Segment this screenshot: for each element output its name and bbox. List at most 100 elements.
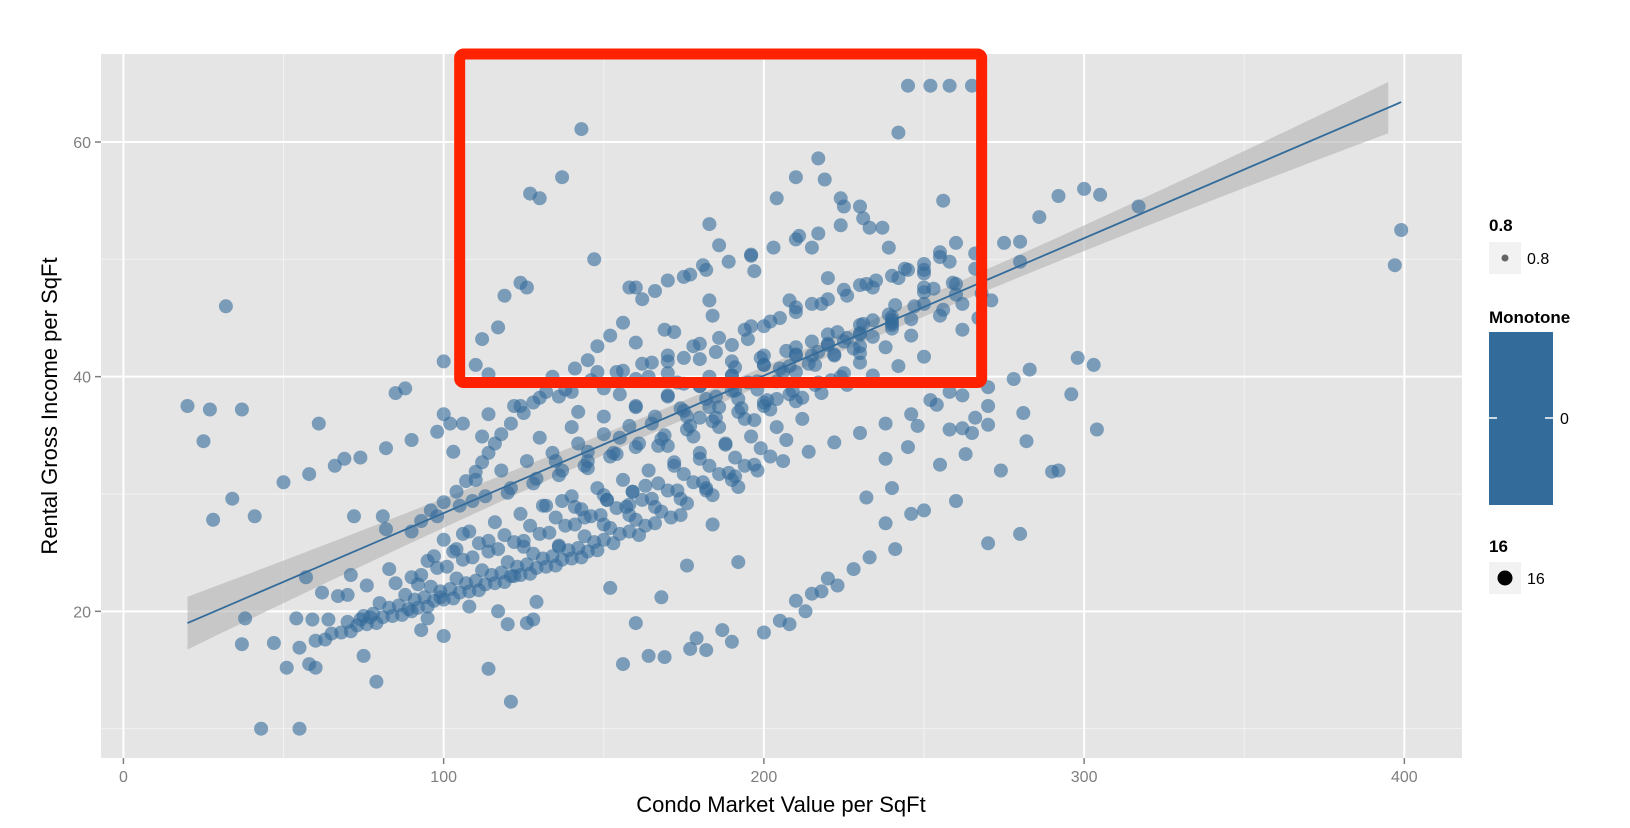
data-point bbox=[206, 512, 221, 527]
data-point bbox=[1093, 187, 1108, 202]
data-point bbox=[878, 416, 893, 431]
data-point bbox=[436, 629, 451, 643]
data-point bbox=[955, 421, 970, 436]
data-point bbox=[702, 458, 717, 473]
data-point bbox=[449, 484, 464, 499]
data-point bbox=[596, 409, 611, 424]
data-point bbox=[462, 599, 477, 614]
data-point bbox=[936, 302, 951, 317]
data-point bbox=[548, 510, 563, 525]
data-point bbox=[683, 418, 698, 433]
data-point bbox=[798, 604, 813, 619]
data-point bbox=[603, 328, 618, 343]
data-point bbox=[660, 366, 675, 381]
data-point bbox=[769, 191, 784, 206]
data-point bbox=[388, 386, 403, 401]
data-point bbox=[446, 591, 461, 606]
data-point bbox=[712, 330, 727, 345]
x-tick-label: 200 bbox=[751, 769, 778, 786]
data-point bbox=[455, 416, 470, 431]
data-point bbox=[881, 240, 896, 255]
legend-size-dot bbox=[1497, 570, 1513, 586]
data-point bbox=[622, 418, 637, 433]
data-point bbox=[853, 426, 867, 440]
data-point bbox=[318, 632, 333, 647]
data-point bbox=[574, 122, 589, 137]
data-point bbox=[862, 220, 877, 235]
data-point bbox=[1089, 422, 1104, 437]
data-point bbox=[497, 528, 512, 543]
data-point bbox=[644, 491, 659, 506]
data-point bbox=[600, 492, 614, 507]
data-point bbox=[788, 348, 803, 363]
data-point bbox=[686, 339, 701, 354]
data-point bbox=[628, 616, 643, 631]
data-point bbox=[853, 346, 867, 361]
data-point bbox=[721, 254, 736, 269]
data-point bbox=[423, 503, 438, 518]
legend-color: Monotone 0 bbox=[1489, 308, 1570, 505]
x-tick-label: 100 bbox=[430, 769, 457, 786]
data-point bbox=[763, 314, 778, 329]
data-point bbox=[949, 494, 963, 508]
data-point bbox=[571, 436, 586, 451]
data-point bbox=[590, 339, 605, 354]
data-point bbox=[616, 657, 630, 672]
data-point bbox=[875, 220, 890, 235]
data-point bbox=[820, 271, 835, 286]
data-point bbox=[878, 516, 893, 531]
data-point bbox=[705, 517, 720, 532]
data-point bbox=[648, 516, 662, 531]
data-point bbox=[379, 522, 393, 537]
data-point bbox=[795, 411, 810, 426]
data-point bbox=[801, 444, 816, 459]
data-point bbox=[814, 584, 829, 599]
data-point bbox=[641, 648, 656, 663]
data-point bbox=[420, 611, 435, 626]
data-point bbox=[1032, 210, 1047, 225]
data-point bbox=[503, 416, 518, 431]
data-point bbox=[218, 299, 233, 314]
data-point bbox=[680, 496, 694, 511]
data-point bbox=[820, 571, 835, 586]
data-point bbox=[702, 217, 717, 232]
data-point bbox=[625, 484, 640, 499]
data-point bbox=[712, 400, 727, 415]
data-point bbox=[289, 611, 304, 626]
data-point bbox=[910, 418, 925, 433]
data-point bbox=[641, 463, 656, 478]
data-point bbox=[616, 315, 630, 330]
data-point bbox=[836, 199, 851, 214]
data-point bbox=[567, 517, 582, 532]
data-point bbox=[657, 650, 672, 665]
data-point bbox=[788, 593, 803, 608]
data-point bbox=[439, 559, 454, 574]
data-point bbox=[311, 416, 326, 431]
data-point bbox=[667, 325, 682, 340]
data-point bbox=[779, 433, 794, 447]
data-point bbox=[375, 509, 390, 524]
data-point bbox=[580, 353, 595, 368]
x-tick-label: 400 bbox=[1391, 769, 1418, 786]
data-point bbox=[993, 463, 1008, 478]
data-point bbox=[901, 440, 915, 455]
data-point bbox=[888, 542, 903, 557]
data-point bbox=[587, 252, 602, 267]
data-point bbox=[519, 454, 534, 469]
data-point bbox=[814, 296, 829, 311]
data-point bbox=[760, 393, 775, 408]
data-point bbox=[689, 631, 704, 646]
legend-alpha-label: 0.8 bbox=[1527, 251, 1549, 268]
data-point bbox=[923, 78, 938, 93]
data-point bbox=[683, 641, 698, 656]
data-point bbox=[830, 578, 845, 593]
data-point bbox=[395, 607, 409, 622]
data-point bbox=[756, 625, 771, 640]
data-point bbox=[1013, 234, 1028, 249]
data-point bbox=[353, 450, 368, 465]
highlight-box bbox=[454, 48, 988, 389]
data-point bbox=[481, 661, 496, 676]
data-point bbox=[638, 478, 653, 493]
data-point bbox=[769, 420, 784, 435]
